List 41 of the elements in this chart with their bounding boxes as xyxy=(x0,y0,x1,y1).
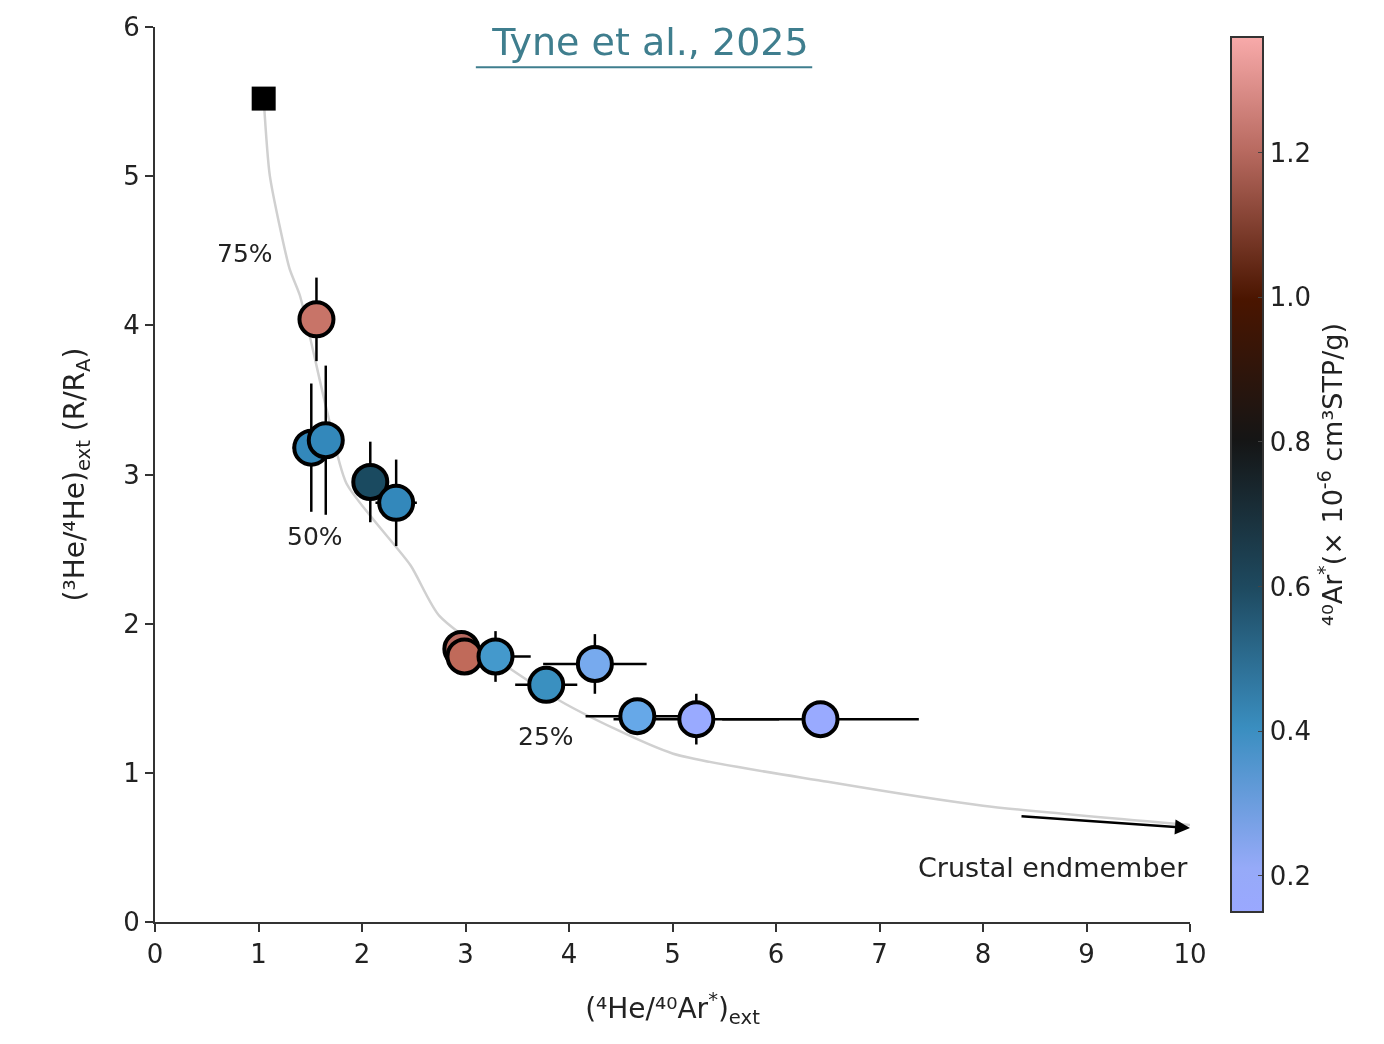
y-tick-label: 5 xyxy=(123,161,140,192)
y-tick-label: 6 xyxy=(123,12,140,43)
point xyxy=(377,483,416,522)
chart-title: Tyne et al., 2025 xyxy=(491,20,809,65)
point xyxy=(476,637,515,676)
x-tick-label: 10 xyxy=(1173,939,1207,970)
x-tick-label: 7 xyxy=(871,939,888,970)
x-tick-label: 8 xyxy=(974,939,992,970)
x-tick-label: 6 xyxy=(767,939,785,970)
color-bar-label: 0.2 xyxy=(1269,860,1312,891)
point xyxy=(297,300,336,339)
point xyxy=(677,700,716,739)
annotation: 50% xyxy=(287,522,343,551)
annotation: 75% xyxy=(217,239,273,268)
y-tick-label: 0 xyxy=(123,907,140,938)
color-bar-label: 0.4 xyxy=(1269,716,1312,747)
point xyxy=(618,697,657,736)
x-tick-label: 2 xyxy=(353,939,371,970)
y-tick-label: 1 xyxy=(123,757,140,788)
color-bar-label: 0.6 xyxy=(1269,571,1312,602)
point xyxy=(801,700,840,739)
y-tick-label: 3 xyxy=(123,459,140,490)
color-bar-label: 1.0 xyxy=(1269,282,1312,313)
color-bar-label: 1.2 xyxy=(1269,137,1312,168)
y-tick-label: 2 xyxy=(123,608,140,639)
x-tick-label: 3 xyxy=(457,939,474,970)
point xyxy=(527,665,566,704)
x-tick-label: 4 xyxy=(560,939,578,970)
x-tick-label: 9 xyxy=(1078,939,1095,970)
x-tick-label: 5 xyxy=(664,939,681,970)
point xyxy=(251,86,276,111)
annotation: Crustal endmember xyxy=(918,852,1189,883)
point xyxy=(351,462,390,501)
annotation: 25% xyxy=(518,722,574,751)
point xyxy=(306,421,345,460)
point xyxy=(575,644,614,683)
x-axis-title: (⁴He/⁴⁰Ar$^{*}$)$_{ext}$ xyxy=(585,988,761,1029)
color-bar-label: 0.8 xyxy=(1269,427,1312,458)
x-tick-label: 1 xyxy=(250,939,267,970)
y-tick-label: 4 xyxy=(123,310,140,341)
x-tick-label: 0 xyxy=(146,939,164,970)
